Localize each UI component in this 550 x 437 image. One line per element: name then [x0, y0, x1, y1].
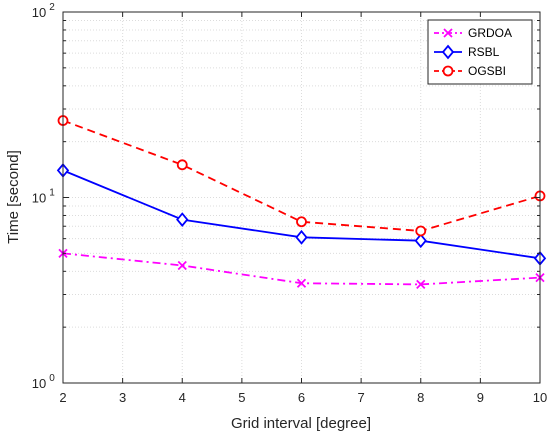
data-point-ogsbi — [296, 216, 307, 228]
x-tick-label: 10 — [533, 390, 547, 405]
data-point-grdoa — [177, 260, 187, 271]
legend: GRDOA RSBL OGSBI — [427, 19, 533, 85]
marker-x-stroke — [416, 279, 426, 290]
series-line-ogsbi — [62, 119, 541, 232]
y-tick-label: 10 — [32, 376, 46, 391]
y-tick-label-exponent: 1 — [49, 188, 55, 199]
data-point-rsbl — [295, 229, 308, 245]
legend-marker-ogsbi — [442, 65, 454, 77]
legend-label-grdoa: GRDOA — [468, 26, 512, 40]
x-tick-label: 5 — [238, 390, 245, 405]
y-tick-label: 10 — [32, 5, 46, 20]
x-tick-label: 2 — [59, 390, 66, 405]
y-axis-label: Time [second] — [5, 150, 22, 244]
marker-x-stroke — [296, 278, 307, 288]
x-tick-label: 6 — [298, 390, 305, 405]
x-axis-label: Grid interval [degree] — [231, 415, 371, 432]
x-tick-label: 3 — [119, 390, 126, 405]
series-layer — [56, 115, 547, 290]
data-point-grdoa — [416, 279, 426, 290]
legend-marker-rsbl — [441, 44, 455, 60]
data-point-ogsbi — [415, 225, 427, 237]
grid — [63, 12, 540, 383]
data-point-rsbl — [414, 233, 427, 249]
marker-x-stroke — [177, 260, 187, 271]
legend-marker-grdoa — [443, 28, 453, 38]
data-point-grdoa — [296, 278, 307, 288]
data-point-rsbl — [176, 212, 189, 228]
y-tick-label-exponent: 2 — [49, 2, 55, 13]
y-tick-label-exponent: 0 — [49, 373, 55, 384]
marker-x-stroke — [443, 28, 453, 38]
series-ogsbi — [57, 115, 546, 237]
series-grdoa — [58, 248, 545, 290]
legend-label-rsbl: RSBL — [468, 45, 500, 59]
x-tick-label: 7 — [358, 390, 365, 405]
data-point-ogsbi — [176, 159, 188, 171]
y-tick-label: 10 — [32, 191, 46, 206]
x-tick-label: 4 — [179, 390, 186, 405]
legend-label-ogsbi: OGSBI — [468, 64, 506, 78]
x-tick-label: 9 — [477, 390, 484, 405]
x-tick-label: 8 — [417, 390, 424, 405]
